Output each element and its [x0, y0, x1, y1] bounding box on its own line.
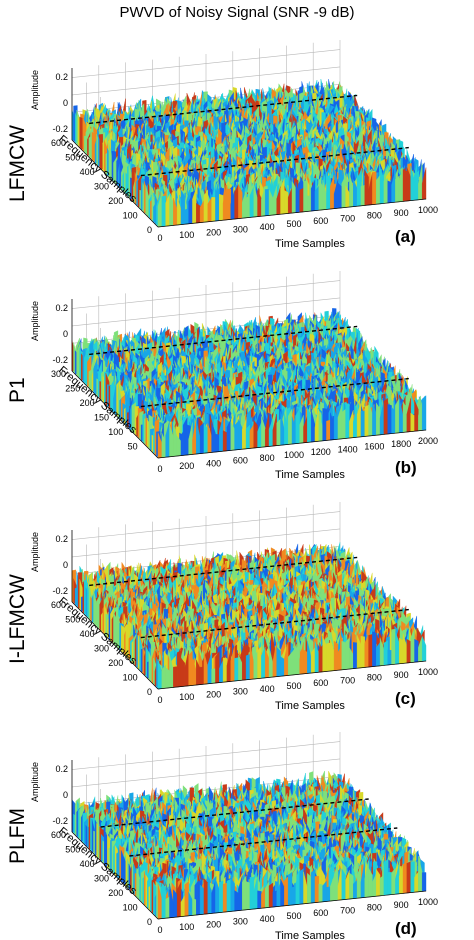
- panel-letter: (b): [395, 458, 417, 478]
- x-tick-label: 0: [157, 464, 162, 474]
- x-tick-label: 1000: [418, 897, 438, 907]
- panel-letter: (d): [395, 919, 417, 939]
- x-tick-label: 500: [286, 219, 301, 229]
- z-axis-label: Amplitude: [30, 70, 40, 110]
- y-tick-label: 50: [128, 442, 138, 452]
- x-tick-label: 100: [179, 692, 194, 702]
- y-tick-label: 100: [108, 427, 123, 437]
- z-tick-label: 0: [63, 98, 68, 108]
- x-tick-label: 800: [367, 903, 382, 913]
- panel-letter: (c): [395, 689, 416, 709]
- x-axis-label: Time Samples: [275, 469, 345, 479]
- y-tick-label: 200: [108, 888, 123, 898]
- x-axis-label: Time Samples: [275, 700, 345, 710]
- x-tick-label: 0: [157, 695, 162, 705]
- x-tick-label: 900: [394, 208, 409, 218]
- x-tick-label: 100: [179, 922, 194, 932]
- x-tick-label: 1200: [311, 447, 331, 457]
- y-tick-label: 200: [108, 196, 123, 206]
- row-label: PLFM: [6, 808, 30, 864]
- z-axis-label: Amplitude: [30, 532, 40, 572]
- z-tick-label: -0.2: [52, 816, 68, 826]
- x-tick-label: 600: [313, 908, 328, 918]
- y-tick-label: 200: [108, 658, 123, 668]
- x-tick-label: 600: [313, 678, 328, 688]
- y-tick-label: 100: [123, 903, 138, 913]
- y-tick-label: 0: [147, 225, 152, 235]
- x-tick-label: 100: [179, 230, 194, 240]
- x-tick-label: 0: [157, 233, 162, 243]
- x-axis-label: Time Samples: [275, 238, 345, 248]
- y-tick-label: 100: [123, 673, 138, 683]
- x-tick-label: 400: [260, 914, 275, 924]
- x-tick-label: 400: [260, 222, 275, 232]
- x-tick-label: 600: [233, 456, 248, 466]
- x-tick-label: 200: [179, 461, 194, 471]
- panel-letter: (a): [395, 227, 416, 247]
- x-tick-label: 500: [286, 911, 301, 921]
- x-tick-label: 800: [260, 453, 275, 463]
- x-tick-label: 1800: [391, 439, 411, 449]
- x-tick-label: 0: [157, 925, 162, 935]
- x-tick-label: 500: [286, 681, 301, 691]
- surface-noise: [72, 542, 426, 689]
- x-tick-label: 1000: [418, 667, 438, 677]
- y-tick-label: 0: [147, 917, 152, 927]
- x-tick-label: 600: [313, 216, 328, 226]
- x-tick-label: 200: [206, 689, 221, 699]
- x-tick-label: 900: [394, 900, 409, 910]
- y-tick-label: 0: [147, 687, 152, 697]
- x-tick-label: 300: [233, 687, 248, 697]
- z-tick-label: 0.2: [55, 534, 68, 544]
- x-tick-label: 1000: [284, 450, 304, 460]
- row-label: LFMCW: [6, 125, 30, 202]
- z-axis-label: Amplitude: [30, 301, 40, 341]
- x-tick-label: 1000: [418, 205, 438, 215]
- row-label: I-LFMCW: [6, 574, 30, 664]
- x-tick-label: 400: [260, 684, 275, 694]
- x-tick-label: 400: [206, 458, 221, 468]
- z-tick-label: 0: [63, 790, 68, 800]
- z-axis-label: Amplitude: [30, 762, 40, 802]
- x-tick-label: 1400: [338, 444, 358, 454]
- x-tick-label: 700: [340, 905, 355, 915]
- x-tick-label: 200: [206, 227, 221, 237]
- z-tick-label: 0: [63, 560, 68, 570]
- figure-title: PWVD of Noisy Signal (SNR -9 dB): [0, 4, 474, 21]
- x-tick-label: 200: [206, 919, 221, 929]
- z-tick-label: 0: [63, 329, 68, 339]
- x-tick-label: 300: [233, 917, 248, 927]
- z-tick-label: 0.2: [55, 72, 68, 82]
- x-tick-label: 700: [340, 675, 355, 685]
- z-tick-label: -0.2: [52, 355, 68, 365]
- z-tick-label: 0.2: [55, 303, 68, 313]
- x-tick-label: 2000: [418, 436, 438, 446]
- x-tick-label: 900: [394, 670, 409, 680]
- x-axis-label: Time Samples: [275, 930, 345, 940]
- x-tick-label: 1600: [364, 442, 384, 452]
- z-tick-label: -0.2: [52, 586, 68, 596]
- x-tick-label: 300: [233, 225, 248, 235]
- y-tick-label: 100: [123, 211, 138, 221]
- x-tick-label: 800: [367, 673, 382, 683]
- z-tick-label: 0.2: [55, 764, 68, 774]
- row-label: P1: [6, 377, 30, 403]
- x-tick-label: 800: [367, 211, 382, 221]
- z-tick-label: -0.2: [52, 124, 68, 134]
- x-tick-label: 700: [340, 213, 355, 223]
